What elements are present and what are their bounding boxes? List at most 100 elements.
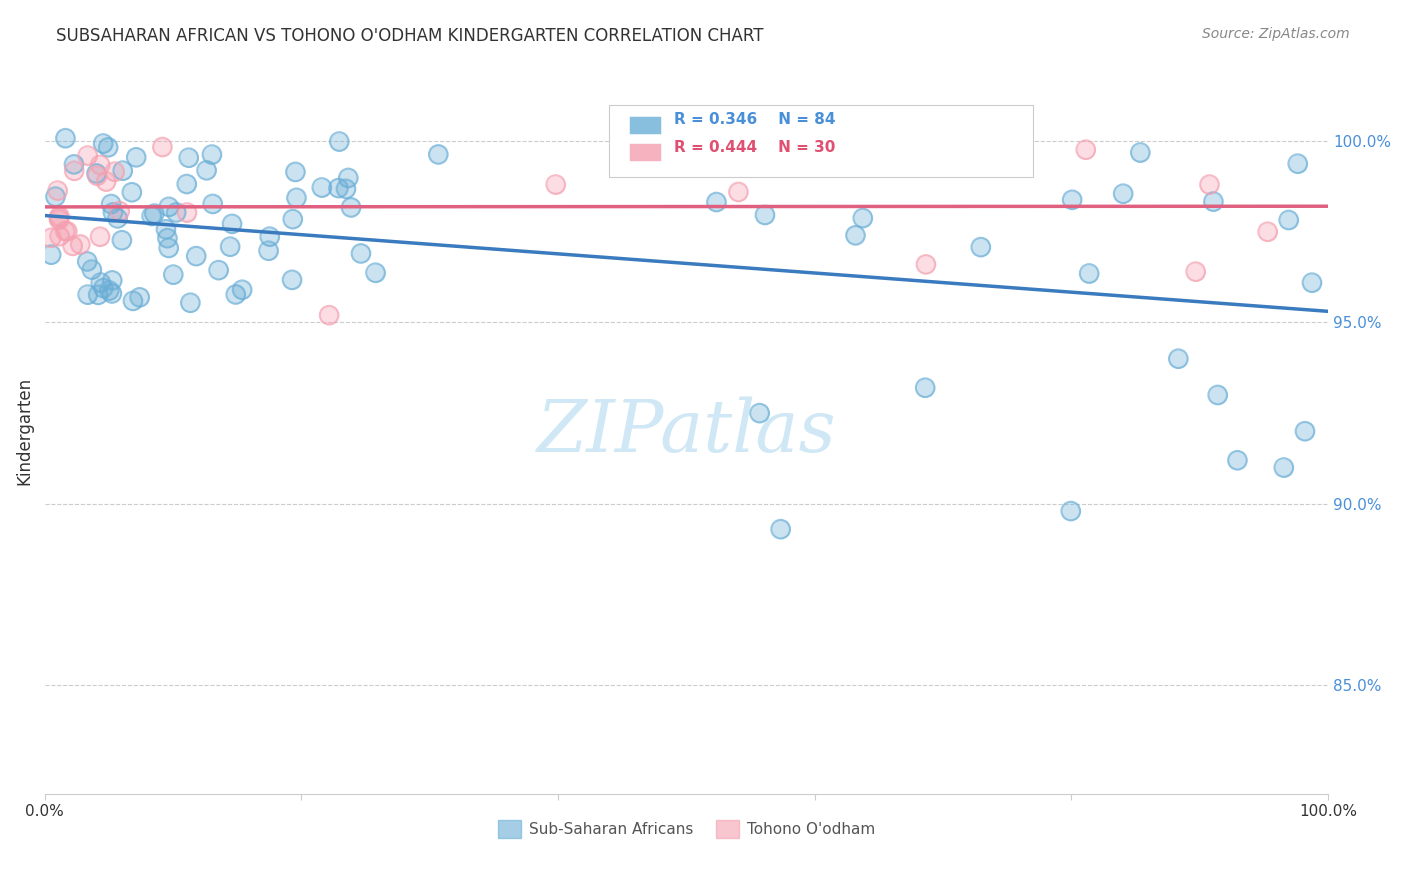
Point	[107, 211, 129, 226]
Bar	[628, 144, 661, 161]
Point	[364, 266, 387, 280]
Point	[143, 206, 166, 220]
Point	[39, 247, 62, 261]
Point	[89, 229, 111, 244]
Point	[104, 164, 127, 178]
Point	[1198, 178, 1220, 192]
Point	[311, 180, 333, 194]
Point	[799, 141, 821, 155]
Point	[915, 257, 938, 271]
Point	[318, 308, 340, 322]
Point	[56, 224, 79, 238]
Point	[799, 141, 821, 155]
Point	[852, 211, 875, 225]
Point	[207, 263, 229, 277]
Point	[152, 140, 174, 154]
Point	[259, 229, 281, 244]
Point	[337, 170, 360, 185]
Point	[111, 233, 134, 247]
Point	[219, 240, 242, 254]
Point	[1112, 186, 1135, 201]
Point	[48, 211, 70, 225]
Point	[101, 205, 124, 219]
Point	[111, 163, 134, 178]
Point	[328, 181, 350, 195]
Point	[101, 286, 124, 301]
Point	[143, 206, 166, 220]
Point	[1129, 145, 1152, 160]
Point	[55, 131, 77, 145]
Point	[128, 290, 150, 304]
Point	[63, 164, 86, 178]
Point	[69, 237, 91, 252]
Point	[1062, 193, 1084, 207]
Point	[754, 208, 776, 222]
Legend: Sub-Saharan Africans, Tohono O'odham: Sub-Saharan Africans, Tohono O'odham	[492, 814, 882, 845]
Point	[754, 208, 776, 222]
Point	[328, 181, 350, 195]
Point	[284, 165, 307, 179]
Point	[53, 224, 76, 238]
Point	[201, 147, 224, 161]
Point	[1257, 225, 1279, 239]
Point	[328, 135, 350, 149]
Point	[1226, 453, 1249, 467]
Point	[141, 209, 163, 223]
Point	[706, 195, 728, 210]
Point	[176, 177, 198, 191]
Point	[1078, 267, 1101, 281]
Point	[122, 293, 145, 308]
Point	[69, 237, 91, 252]
Text: ZIPatlas: ZIPatlas	[537, 396, 837, 467]
Point	[80, 262, 103, 277]
Point	[162, 268, 184, 282]
Text: R = 0.346    N = 84: R = 0.346 N = 84	[673, 112, 835, 128]
Point	[108, 204, 131, 219]
Point	[727, 185, 749, 199]
Point	[101, 273, 124, 287]
Point	[1060, 504, 1083, 518]
Point	[86, 166, 108, 180]
Point	[89, 158, 111, 172]
Point	[165, 205, 187, 219]
Point	[90, 276, 112, 290]
Point	[39, 247, 62, 261]
Point	[1278, 213, 1301, 227]
Point	[155, 222, 177, 236]
Point	[91, 281, 114, 295]
Point	[544, 178, 567, 192]
Point	[1294, 424, 1316, 438]
Point	[128, 290, 150, 304]
Point	[364, 266, 387, 280]
Text: R = 0.444    N = 30: R = 0.444 N = 30	[673, 140, 835, 155]
Point	[62, 239, 84, 253]
Point	[1062, 193, 1084, 207]
Point	[63, 164, 86, 178]
Point	[86, 166, 108, 180]
Point	[121, 186, 143, 200]
Point	[706, 195, 728, 210]
Point	[90, 276, 112, 290]
Point	[544, 178, 567, 192]
Point	[221, 217, 243, 231]
Y-axis label: Kindergarten: Kindergarten	[15, 377, 32, 485]
Point	[221, 217, 243, 231]
Point	[44, 189, 66, 203]
Point	[318, 308, 340, 322]
Point	[427, 147, 450, 161]
Point	[231, 283, 253, 297]
Point	[844, 228, 866, 243]
Point	[340, 201, 363, 215]
Point	[335, 182, 357, 196]
Point	[111, 233, 134, 247]
Point	[39, 231, 62, 245]
Point	[98, 284, 121, 298]
Point	[769, 522, 792, 536]
Point	[844, 228, 866, 243]
Point	[769, 522, 792, 536]
Bar	[628, 116, 661, 134]
Point	[56, 224, 79, 238]
Point	[186, 249, 208, 263]
Point	[91, 136, 114, 151]
Point	[91, 281, 114, 295]
